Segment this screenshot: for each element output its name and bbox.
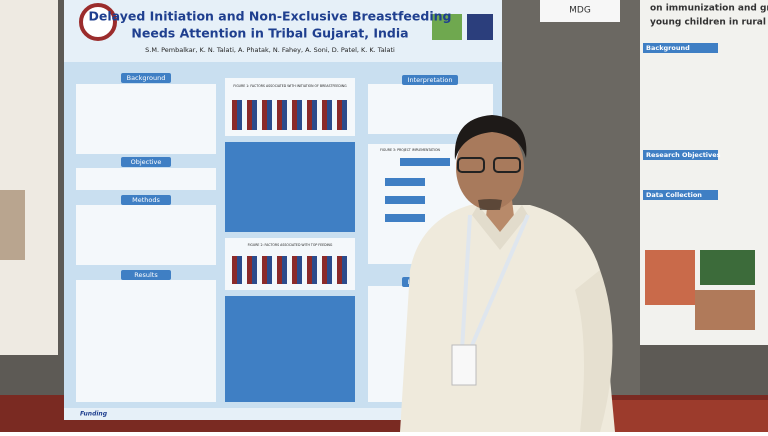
- section-header-bg: [121, 73, 171, 83]
- poster-graphic: [322, 256, 327, 284]
- logo: [467, 14, 493, 40]
- poster-graphic: [292, 100, 297, 130]
- poster-graphic: [237, 256, 242, 284]
- poster-graphic: [282, 256, 287, 284]
- section-header-bg: [121, 157, 171, 167]
- poster-graphic: [252, 100, 257, 130]
- section-header-bg: [121, 270, 171, 280]
- poster-graphic: [342, 100, 347, 130]
- flow-box: [385, 178, 425, 186]
- poster-graphic: [312, 256, 317, 284]
- side-title: on immunization and grow: [650, 4, 768, 14]
- funding-bar: [64, 408, 502, 420]
- text-box: [76, 168, 216, 190]
- poster-graphic: [307, 100, 312, 130]
- poster-graphic: [297, 256, 302, 284]
- poster-authors: S.M. Pembalkar, K. N. Talati, A. Phatak,…: [145, 46, 395, 54]
- poster-graphic: [267, 256, 272, 284]
- side-header-bg: [643, 43, 718, 53]
- figure-title: FIGURE 3: PROJECT IMPLEMENTATION: [380, 148, 440, 152]
- hair: [454, 115, 527, 160]
- left-poster-photo: [0, 190, 25, 260]
- side-header-bg: [643, 150, 718, 160]
- lanyard: [460, 214, 530, 351]
- side-title: young children in rural Lao: [650, 18, 768, 28]
- section-header-bg: [121, 195, 171, 205]
- poster-graphic: [247, 256, 252, 284]
- poster-graphic: [262, 256, 267, 284]
- side-header-bg: [643, 190, 718, 200]
- section-header: Interpretation: [408, 76, 453, 84]
- poster-graphic: [307, 256, 312, 284]
- text-box: [76, 280, 216, 402]
- section-header: Background: [127, 74, 166, 82]
- section-header: Methods: [132, 196, 160, 204]
- badge: [451, 344, 477, 386]
- text-box: [76, 84, 216, 154]
- photo-inset: [700, 250, 755, 285]
- side-header: Background: [646, 44, 690, 52]
- poster-graphic: [322, 100, 327, 130]
- figure-title: FIGURE 2: FACTORS ASSOCIATED WITH TOP FE…: [248, 243, 333, 247]
- sign: [540, 0, 620, 22]
- poster-graphic: [232, 256, 237, 284]
- section-header-bg: [402, 75, 458, 85]
- figure-box: [225, 78, 355, 136]
- table: [225, 296, 355, 402]
- funding-label: Funding: [80, 411, 108, 418]
- poster-graphic: [277, 256, 282, 284]
- section-header: Objective: [131, 158, 162, 166]
- figure-box: [225, 238, 355, 290]
- poster-graphic: [262, 100, 267, 130]
- face: [456, 126, 524, 210]
- poster-graphic: [337, 256, 342, 284]
- poster-graphic: [292, 256, 297, 284]
- logo: [432, 14, 462, 40]
- poster-graphic: [327, 100, 332, 130]
- logo: [79, 3, 117, 41]
- left-poster: [0, 0, 58, 355]
- poster-graphic: [312, 100, 317, 130]
- poster-graphic: [277, 100, 282, 130]
- poster-graphic: [282, 100, 287, 130]
- table: [225, 142, 355, 232]
- figure-title: FIGURE 1: FACTORS ASSOCIATED WITH INITIA…: [233, 84, 347, 88]
- poster-title: Needs Attention in Tribal Gujarat, India: [131, 26, 408, 41]
- poster-graphic: [342, 256, 347, 284]
- poster-graphic: [327, 256, 332, 284]
- beard: [478, 199, 502, 210]
- glasses: [493, 157, 521, 173]
- poster-graphic: [337, 100, 342, 130]
- poster-header: [64, 0, 502, 62]
- sign-text: MDG: [569, 6, 591, 16]
- collar: [472, 205, 528, 250]
- poster-graphic: [237, 100, 242, 130]
- poster-title: Delayed Initiation and Non-Exclusive Bre…: [89, 9, 452, 24]
- map: [645, 250, 695, 305]
- poster-graphic: [297, 100, 302, 130]
- side-header: Research Objectives: [646, 151, 721, 159]
- flow-box: [400, 158, 450, 166]
- flow-box: [385, 214, 425, 222]
- poster-graphic: [252, 256, 257, 284]
- photo-inset: [695, 290, 755, 330]
- flow-box: [385, 196, 425, 204]
- poster-graphic: [232, 100, 237, 130]
- text-box: [76, 205, 216, 265]
- poster-graphic: [267, 100, 272, 130]
- glasses: [457, 157, 485, 173]
- side-header: Data Collection: [646, 191, 702, 199]
- section-header: Results: [134, 271, 158, 279]
- arm: [575, 270, 613, 432]
- poster-graphic: [247, 100, 252, 130]
- carpet-pattern: [600, 400, 768, 432]
